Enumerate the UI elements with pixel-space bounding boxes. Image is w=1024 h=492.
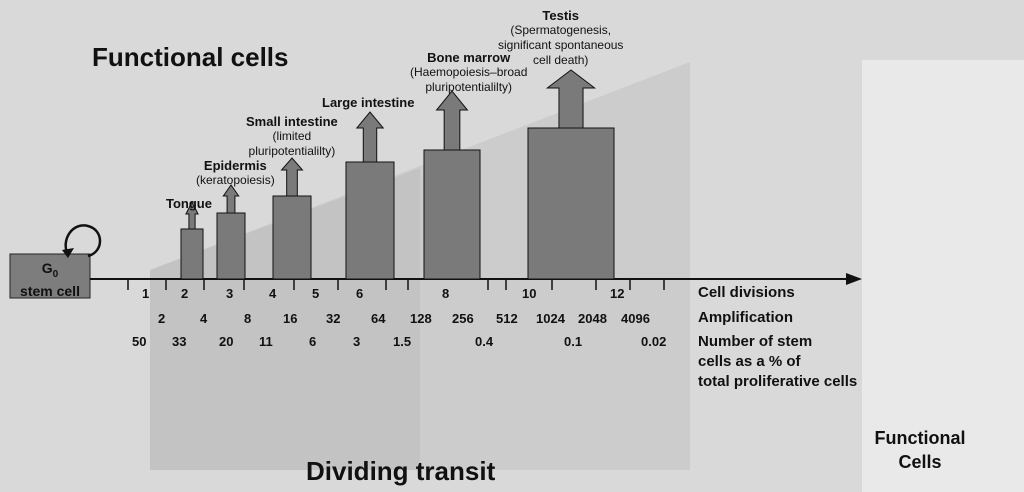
functional-cells-title: Functional cells: [92, 42, 289, 72]
tissue-column-large-intestine: [345, 161, 395, 280]
tissue-label-tongue: Tongue: [166, 196, 212, 211]
tissue-detail-testis-3: cell death): [533, 53, 589, 67]
amplification-number: 4096: [621, 311, 650, 326]
tissue-name-testis: Testis: [542, 8, 580, 23]
functional-cells-right-line2: Cells: [898, 452, 942, 472]
tissue-name-small-intestine: Small intestine: [246, 114, 338, 129]
functional-cells-right-title: Functional Cells: [870, 426, 970, 474]
cell-division-number: 4: [269, 286, 277, 301]
cell-division-number: 12: [610, 286, 625, 301]
stem-cell-label: G0 stem cell: [12, 260, 88, 300]
tissue-name-tongue: Tongue: [166, 196, 212, 211]
tissue-arrow-icon-bone-marrow: [435, 90, 469, 151]
self-renewal-arrowhead-icon: [62, 248, 74, 258]
amplification-number: 4: [200, 311, 208, 326]
amplification-number: 16: [283, 311, 298, 326]
division-axis-arrowhead-icon: [846, 273, 862, 285]
tissue-name-large-intestine: Large intestine: [322, 95, 415, 110]
stem-cell-percent-number: 33: [172, 334, 187, 349]
stem-cell-percent-number: 0.4: [475, 334, 494, 349]
amplification-number: 256: [452, 311, 474, 326]
stem-cell-percent-number: 1.5: [393, 334, 412, 349]
stem-cell-percent-number: 3: [353, 334, 361, 349]
amplification-number: 128: [410, 311, 432, 326]
stem-cell-percent-number: 11: [259, 334, 273, 349]
tissue-column-testis: [527, 127, 615, 280]
cell-division-number: 2: [181, 286, 189, 301]
row-label-amplification: Amplification: [698, 309, 794, 326]
dividing-transit-title: Dividing transit: [306, 456, 496, 486]
amplification-number: 32: [326, 311, 341, 326]
tissue-arrow-icon-tongue: [185, 200, 199, 230]
tissue-detail-testis-1: (Spermatogenesis,: [510, 23, 612, 37]
tissue-arrow-icon-small-intestine: [280, 157, 304, 197]
stem-cell-percent-number: 0.1: [564, 334, 583, 349]
stem-cell-percent-number: 0.02: [641, 334, 667, 349]
stem-cell-percent-number: 20: [219, 334, 234, 349]
tissue-columns: [180, 69, 615, 280]
cell-division-number: 5: [312, 286, 320, 301]
tissue-label-epidermis: Epidermis (keratopoiesis): [196, 158, 275, 188]
tissue-name-bone-marrow: Bone marrow: [427, 50, 511, 65]
cell-division-number: 1: [142, 286, 150, 301]
tissue-label-large-intestine: Large intestine: [322, 95, 414, 110]
row-label-cell-divisions: Cell divisions: [698, 284, 795, 301]
amplification-number: 1024: [536, 311, 565, 326]
tissue-label-testis: Testis (Spermatogenesis, significant spo…: [498, 8, 623, 68]
tissue-arrow-icon-testis: [545, 69, 597, 129]
stem-cell-box: [9, 253, 91, 299]
stem-cell-g: G: [41, 260, 53, 276]
tissue-label-bone-marrow: Bone marrow (Haemopoiesis–broad pluripot…: [410, 50, 527, 95]
row-label-percent-2: cells as a % of: [698, 353, 801, 370]
amplification-number: 2: [158, 311, 166, 326]
tissue-arrow-icon-large-intestine: [355, 111, 385, 163]
stem-cell-text: stem cell: [20, 282, 80, 299]
amplification-number: 2048: [578, 311, 607, 326]
functional-cells-right-line1: Functional: [874, 428, 966, 448]
amplification-number: 8: [244, 311, 252, 326]
stem-cell-percent-number: 50: [132, 334, 147, 349]
row-label-percent-3: total proliferative cells: [698, 373, 858, 390]
cell-division-number: 10: [522, 286, 537, 301]
tissue-column-small-intestine: [272, 195, 312, 280]
tissue-column-bone-marrow: [423, 149, 481, 280]
tissue-detail-small-intestine-1: (limited: [272, 129, 312, 143]
tissue-name-epidermis: Epidermis: [203, 158, 267, 173]
amplification-number: 64: [371, 311, 386, 326]
tissue-detail-epidermis: (keratopoiesis): [196, 173, 275, 187]
row-label-percent-1: Number of stem: [698, 333, 813, 350]
cell-division-number: 8: [442, 286, 450, 301]
tissue-detail-small-intestine-2: pluripotentialilty): [248, 144, 336, 158]
tissue-arrow-icon-epidermis: [222, 184, 240, 214]
stem-cell-percent-number: 6: [309, 334, 317, 349]
cell-division-number: 3: [226, 286, 234, 301]
cell-division-number: 6: [356, 286, 364, 301]
tissue-detail-bone-marrow-1: (Haemopoiesis–broad: [410, 65, 528, 79]
row-label-stem-cell-percent: Number of stem cells as a % of total pro…: [698, 332, 857, 392]
tissue-label-small-intestine: Small intestine (limited pluripotentiali…: [246, 114, 338, 159]
functional-cells-panel: [862, 60, 1024, 492]
tissue-detail-bone-marrow-2: pluripotentialilty): [425, 80, 513, 94]
self-renewal-loop-icon: [64, 224, 102, 258]
tissue-column-epidermis: [216, 212, 246, 280]
tissue-detail-testis-2: significant spontaneous: [498, 38, 624, 52]
tissue-column-tongue: [180, 228, 204, 280]
amplification-number: 512: [496, 311, 518, 326]
stem-cell-subscript: 0: [52, 268, 59, 280]
axis-ticks: [127, 279, 665, 290]
